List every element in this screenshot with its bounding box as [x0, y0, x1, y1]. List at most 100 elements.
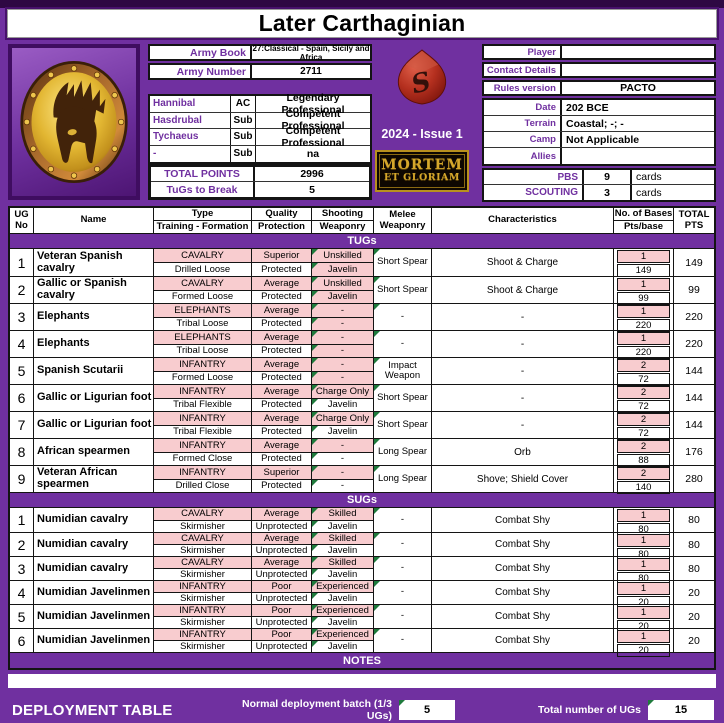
unit-name[interactable]: Veteran Spanish cavalry — [34, 249, 154, 276]
unit-shooting-skill[interactable]: Experienced — [312, 581, 373, 593]
unit-quality[interactable]: Poor — [252, 581, 311, 593]
unit-melee-weapon[interactable]: Short Spear — [374, 277, 432, 303]
unit-quality[interactable]: Average — [252, 385, 311, 399]
unit-training[interactable]: Formed Close — [172, 453, 233, 465]
unit-shooting-skill[interactable]: - — [312, 304, 373, 318]
unit-name[interactable]: Elephants — [34, 331, 154, 357]
unit-protection[interactable]: Unprotected — [255, 569, 308, 580]
unit-protection[interactable]: Protected — [261, 264, 302, 275]
unit-training[interactable]: Skirmisher — [180, 641, 225, 652]
unit-melee-weapon[interactable]: - — [374, 508, 432, 532]
unit-name[interactable]: African spearmen — [34, 439, 154, 465]
unit-training[interactable]: Formed Loose — [171, 372, 234, 384]
unit-base-count[interactable]: 1 — [617, 332, 670, 345]
unit-name[interactable]: Elephants — [34, 304, 154, 330]
army-number-value[interactable]: 2711 — [300, 66, 322, 77]
unit-base-count[interactable]: 1 — [617, 534, 670, 547]
unit-melee-weapon[interactable]: Impact Weapon — [374, 358, 432, 384]
unit-protection[interactable]: Protected — [261, 318, 302, 330]
total-ugs-value[interactable]: 15 — [648, 700, 714, 720]
unit-protection[interactable]: Protected — [261, 372, 302, 384]
unit-protection[interactable]: Unprotected — [255, 545, 308, 556]
unit-shooting-weapon[interactable]: - — [312, 344, 373, 357]
unit-protection[interactable]: Protected — [261, 453, 302, 465]
unit-training[interactable]: Tribal Loose — [176, 318, 229, 330]
unit-quality[interactable]: Average — [252, 557, 311, 569]
unit-protection[interactable]: Unprotected — [255, 641, 308, 652]
unit-name[interactable]: Gallic or Ligurian foot — [34, 385, 154, 411]
unit-training[interactable]: Drilled Close — [175, 480, 230, 492]
unit-type[interactable]: CAVALRY — [154, 508, 251, 521]
general-name[interactable]: - — [153, 148, 157, 160]
unit-shooting-skill[interactable]: - — [312, 358, 373, 372]
unit-shooting-weapon[interactable]: Javelin — [312, 545, 373, 556]
info-value[interactable]: Coastal; -; - — [566, 117, 624, 130]
unit-base-count[interactable]: 1 — [617, 305, 670, 318]
unit-base-count[interactable]: 1 — [617, 582, 670, 595]
general-name[interactable]: Hannibal — [153, 98, 196, 110]
unit-name[interactable]: Numidian Javelinmen — [34, 605, 154, 628]
unit-base-count[interactable]: 1 — [617, 606, 670, 619]
unit-name[interactable]: Veteran African spearmen — [34, 466, 154, 492]
unit-quality[interactable]: Average — [252, 331, 311, 345]
unit-quality[interactable]: Poor — [252, 605, 311, 617]
unit-shooting-weapon[interactable]: Javelin — [312, 593, 373, 604]
unit-training[interactable]: Drilled Loose — [174, 264, 231, 275]
unit-shooting-weapon[interactable]: Javelin — [312, 290, 373, 303]
unit-type[interactable]: CAVALRY — [154, 249, 251, 263]
general-class[interactable]: Competent Professional — [281, 108, 345, 133]
unit-shooting-weapon[interactable]: - — [312, 452, 373, 466]
unit-base-count[interactable]: 1 — [617, 630, 670, 643]
unit-type[interactable]: CAVALRY — [154, 533, 251, 545]
army-book-value[interactable]: 27:Classical - Spain, Sicily and Africa — [252, 43, 370, 62]
unit-type[interactable]: ELEPHANTS — [154, 331, 251, 345]
unit-type[interactable]: CAVALRY — [154, 557, 251, 569]
unit-protection[interactable]: Unprotected — [255, 593, 308, 604]
unit-shooting-skill[interactable]: Experienced — [312, 605, 373, 617]
general-class[interactable]: Legendary Professional — [281, 91, 345, 116]
unit-shooting-weapon[interactable]: - — [312, 371, 373, 384]
unit-protection[interactable]: Protected — [261, 399, 302, 411]
unit-shooting-skill[interactable]: Charge Only — [312, 412, 373, 426]
general-class[interactable]: Competent Professional — [281, 124, 345, 149]
unit-protection[interactable]: Protected — [261, 291, 302, 303]
unit-base-count[interactable]: 2 — [617, 467, 670, 480]
unit-quality[interactable]: Average — [252, 277, 311, 291]
unit-training[interactable]: Skirmisher — [180, 593, 225, 604]
unit-melee-weapon[interactable]: Short Spear — [374, 249, 432, 276]
unit-shooting-skill[interactable]: Skilled — [312, 508, 373, 521]
unit-shooting-weapon[interactable]: Javelin — [312, 520, 373, 533]
unit-shooting-skill[interactable]: Skilled — [312, 557, 373, 569]
unit-training[interactable]: Skirmisher — [180, 569, 225, 580]
unit-training[interactable]: Formed Loose — [171, 291, 234, 303]
unit-quality[interactable]: Average — [252, 304, 311, 318]
general-role[interactable]: Sub — [230, 112, 256, 128]
pbs-value[interactable]: 9 — [584, 170, 632, 184]
unit-shooting-skill[interactable]: - — [312, 466, 373, 480]
info-value[interactable]: 202 BCE — [566, 101, 609, 114]
unit-name[interactable]: Spanish Scutarii — [34, 358, 154, 384]
general-role[interactable]: AC — [230, 96, 256, 112]
unit-quality[interactable]: Average — [252, 508, 311, 521]
unit-base-count[interactable]: 2 — [617, 386, 670, 399]
unit-shooting-weapon[interactable]: Javelin — [312, 263, 373, 276]
general-name[interactable]: Hasdrubal — [153, 114, 202, 126]
unit-melee-weapon[interactable]: - — [374, 605, 432, 628]
unit-shooting-skill[interactable]: Skilled — [312, 533, 373, 545]
unit-melee-weapon[interactable]: Short Spear — [374, 412, 432, 438]
scouting-value[interactable]: 3 — [584, 185, 632, 200]
unit-protection[interactable]: Unprotected — [255, 617, 308, 628]
unit-melee-weapon[interactable]: - — [374, 304, 432, 330]
deployment-batch-value[interactable]: 5 — [399, 700, 455, 720]
unit-training[interactable]: Skirmisher — [180, 617, 225, 628]
unit-quality[interactable]: Average — [252, 358, 311, 372]
info-value[interactable]: Not Applicable — [566, 133, 640, 146]
unit-base-count[interactable]: 1 — [617, 509, 670, 522]
unit-name[interactable]: Gallic or Spanish cavalry — [34, 277, 154, 303]
unit-name[interactable]: Numidian cavalry — [34, 557, 154, 580]
unit-protection[interactable]: Protected — [261, 426, 302, 438]
unit-shooting-weapon[interactable]: - — [312, 479, 373, 493]
unit-type[interactable]: INFANTRY — [154, 466, 251, 480]
unit-quality[interactable]: Average — [252, 533, 311, 545]
unit-shooting-skill[interactable]: Unskilled — [312, 249, 373, 263]
